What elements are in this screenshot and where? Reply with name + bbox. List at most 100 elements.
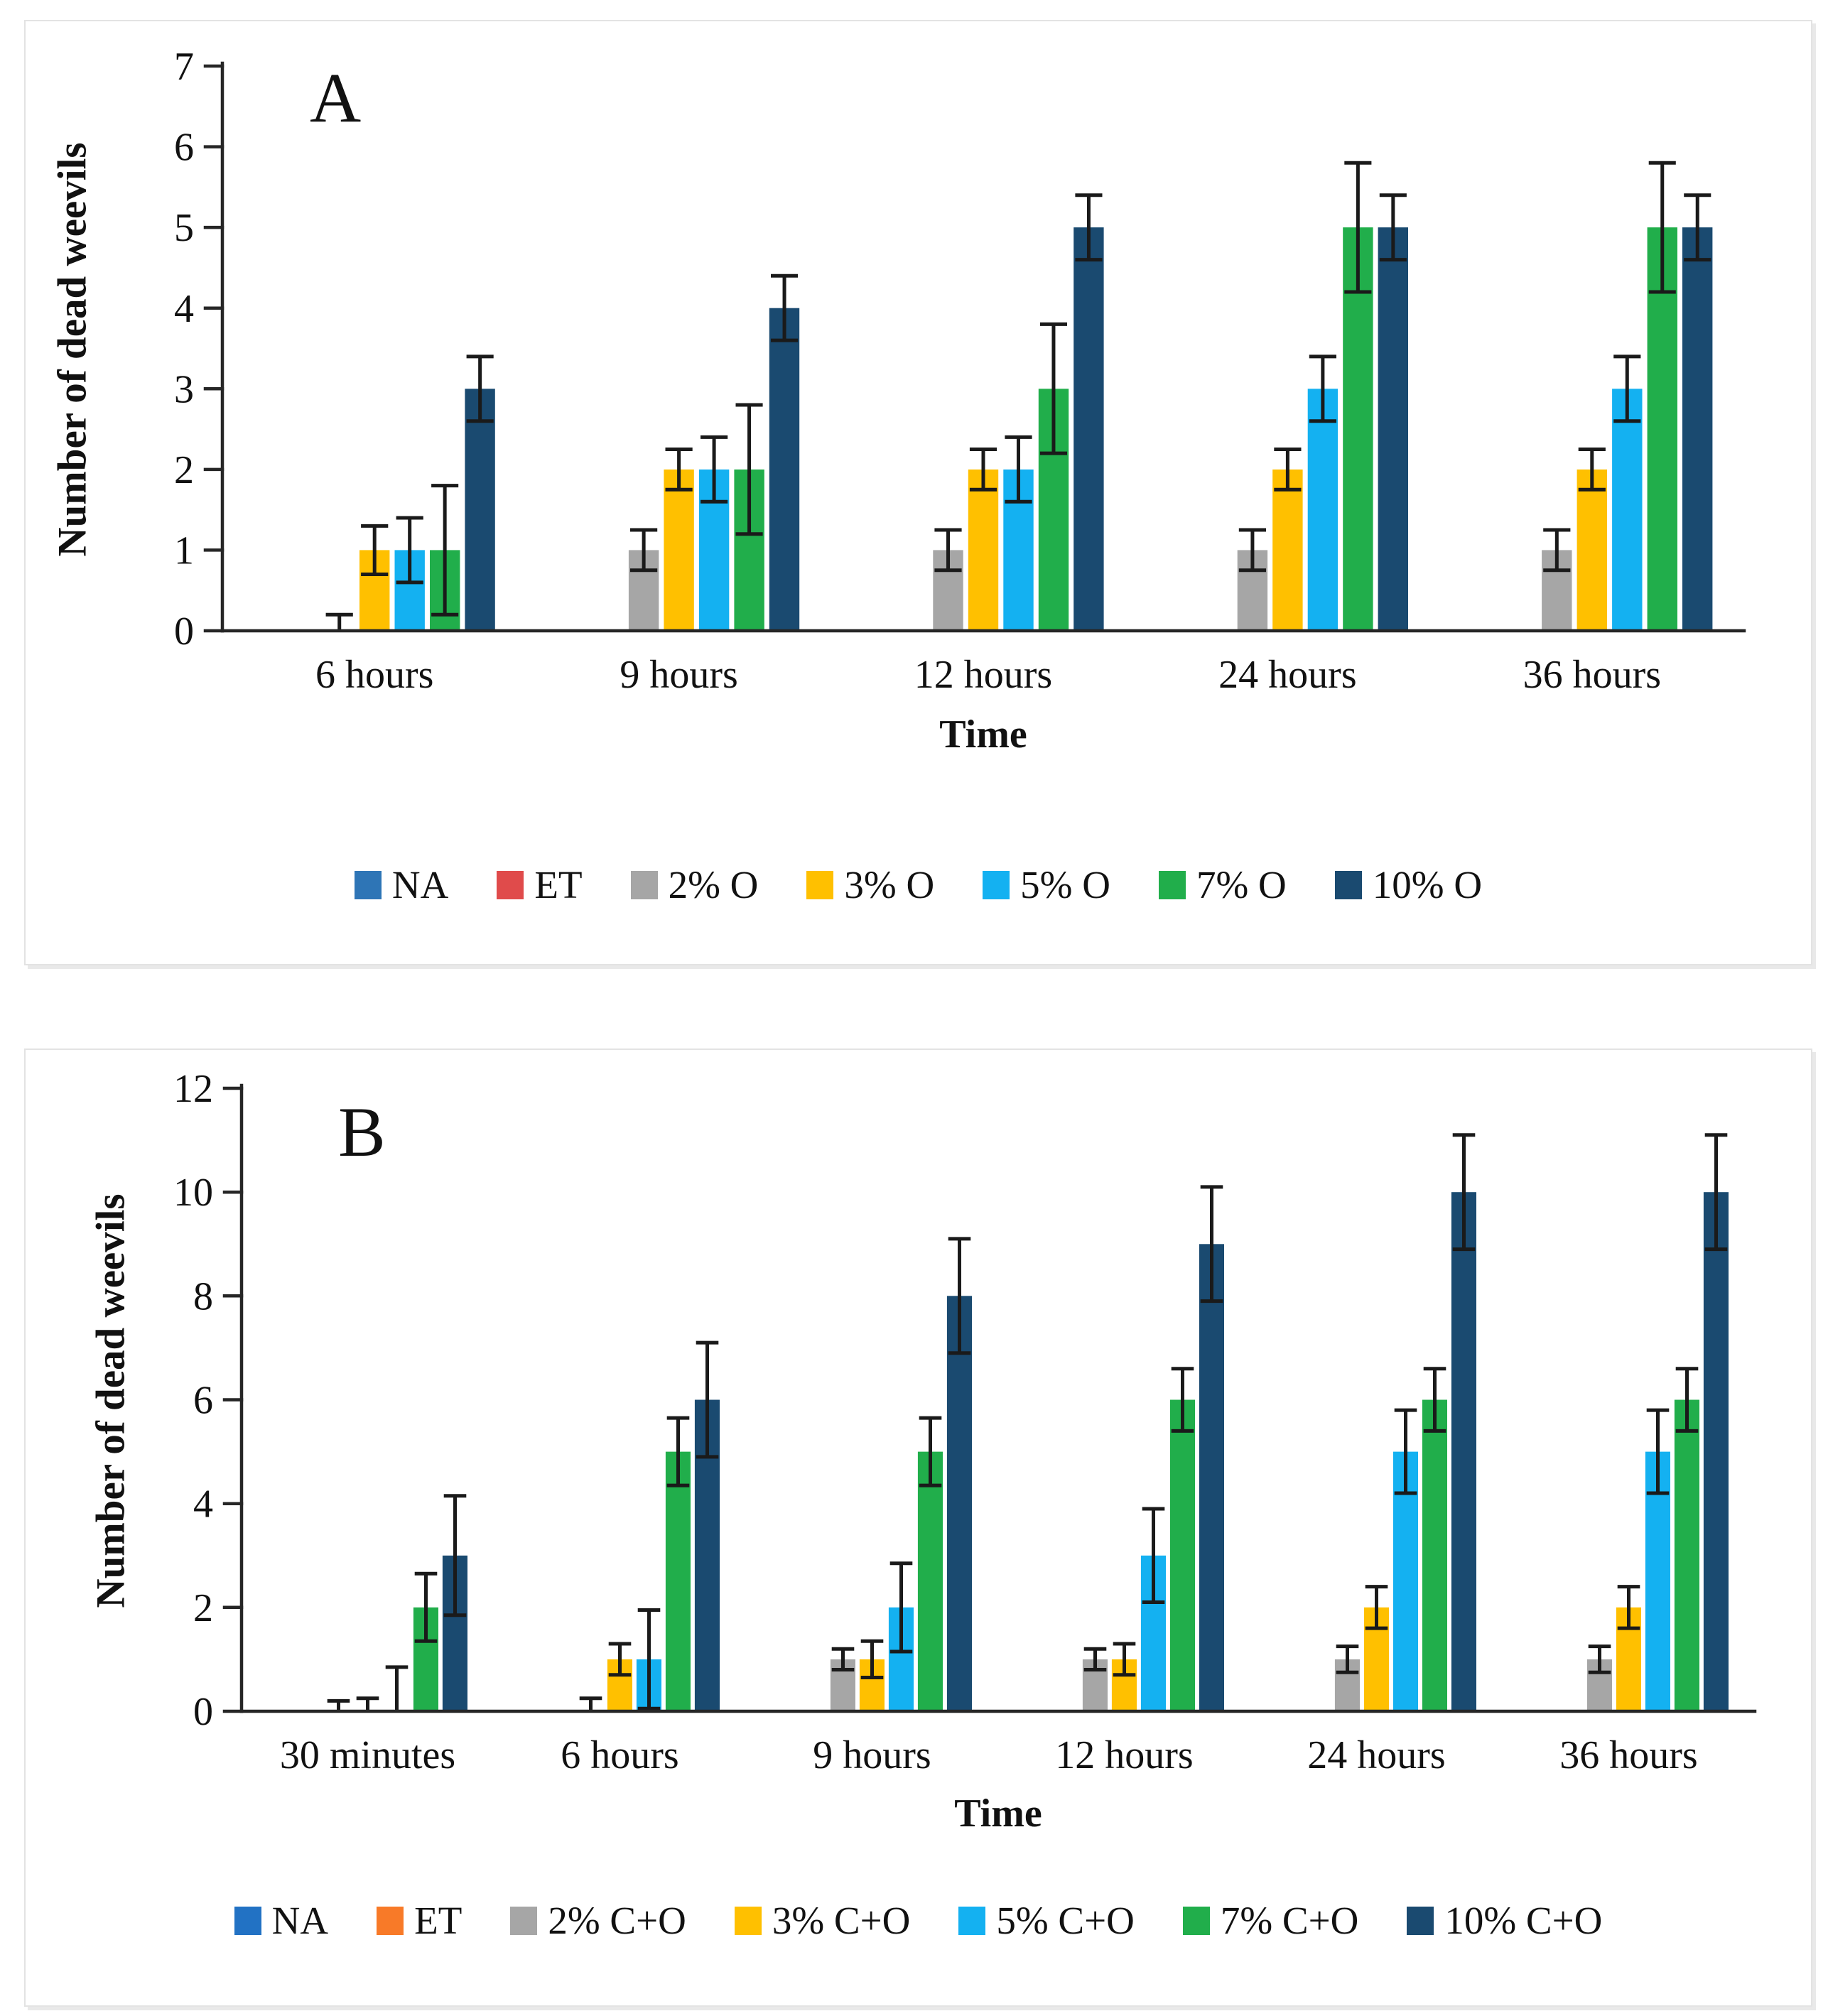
error-bar-3%C+O-24hours [1365,1585,1388,1630]
y-tick-label: 2 [193,1586,213,1630]
legend-label: 2% C+O [548,1899,686,1942]
error-bar-2%C+O-24hours [1336,1644,1359,1674]
y-axis-title-a: Number of dead weevils [50,142,95,557]
legend-swatch-icon [1158,870,1186,899]
legend-item-2%O: 2% O [630,865,758,904]
x-category-label: 6 hours [315,653,433,697]
bar-10%O-9hours [769,308,800,631]
legend-swatch-icon [983,870,1010,899]
legend-item-NA: NA [354,863,449,906]
legend-label: NA [391,863,449,906]
bar-3%O-12hours [968,469,999,631]
error-bar-5%C+O-9hours [889,1561,913,1654]
legend-swatch-icon [1182,1906,1210,1935]
error-bar-5%C+O-36hours [1646,1408,1670,1495]
bar-10%O-6hours [465,389,495,631]
error-bar-2%C+O-30minutes [327,1698,350,1711]
error-bar-7%O-12hours [1039,322,1067,455]
bar-10%C+O-9hours [946,1296,972,1711]
y-tick-label: 0 [174,609,194,654]
legend-item-2%C+O: 2% C+O [510,1901,686,1940]
legend-item-5%O: 5% O [983,865,1110,904]
bar-7%C+O-6hours [665,1451,691,1711]
error-bar-2%C+O-36hours [1588,1644,1611,1674]
x-category-label: 36 hours [1559,1733,1697,1777]
error-bar-7%O-36hours [1648,161,1676,294]
x-category-label: 9 hours [813,1733,931,1777]
error-bar-10%C+O-30minutes [443,1494,467,1617]
legend-label: 10% O [1372,863,1483,906]
bar-10%O-36hours [1682,227,1713,632]
y-tick-label: 10 [173,1171,213,1215]
error-bar-5%O-36hours [1613,354,1641,423]
error-bar-2%O-9hours [630,528,658,573]
error-bar-5%O-9hours [701,435,728,504]
x-category-label: 12 hours [914,653,1052,697]
legend-item-3%O: 3% O [806,865,934,904]
legend-label: 10% C+O [1444,1899,1603,1942]
legend-item-10%C+O: 10% C+O [1407,1901,1602,1940]
legend-swatch-icon [1407,1906,1434,1935]
legend-swatch-icon [234,1906,261,1935]
y-tick-label: 4 [174,287,194,331]
legend-label: 7% O [1196,863,1287,906]
legend-label: 5% C+O [996,1899,1135,1942]
error-bar-2%C+O-12hours [1083,1647,1107,1671]
y-tick-label: 6 [193,1379,213,1423]
error-bar-5%O-24hours [1309,354,1336,423]
y-tick-label: 0 [193,1690,213,1734]
bar-5%O-24hours [1307,389,1338,631]
legend-label: 5% O [1020,863,1110,906]
y-axis-title-b: Number of dead weevils [88,1193,134,1608]
x-category-label: 6 hours [561,1733,678,1777]
legend-label: ET [534,863,583,906]
panel-b-card: 0 2 4 6 8 10 12 30 minutes 6 hours 9 hours 12 hour… [24,1048,1812,2007]
error-bar-3%C+O-9hours [860,1639,884,1679]
panel-a-card: 0 1 2 3 4 5 6 7 6 hours 9 hours 12 hours 24 hours 36… [24,20,1812,965]
legend-item-ET: ET [497,863,583,906]
error-bar-3%C+O-6hours [608,1642,632,1677]
legend-swatch-icon [1334,870,1362,899]
bar-3%O-36hours [1576,469,1607,631]
bar-7%C+O-36hours [1674,1399,1699,1711]
error-bar-3%C+O-12hours [1113,1642,1136,1677]
error-bar-7%O-6hours [431,484,459,617]
error-bar-10%O-9hours [771,273,799,342]
error-bar-2%O-6hours [325,612,353,631]
y-tick-label: 3 [174,367,194,411]
x-category-label: 12 hours [1055,1733,1193,1777]
error-bar-7%C+O-36hours [1675,1367,1699,1433]
legend-b: NA ET 2% C+O 3% C+O 5% C+O 7% C+O 10% C+O [26,1901,1811,1940]
bar-3%O-24hours [1272,469,1303,631]
legend-item-ET: ET [377,1901,462,1940]
legend-label: 3% C+O [772,1899,911,1942]
error-bar-2%O-24hours [1238,528,1266,573]
error-bar-3%O-36hours [1578,448,1606,492]
panel-a-label: A [310,58,362,137]
legend-label: 3% O [844,863,935,906]
error-bar-5%O-12hours [1005,435,1032,504]
y-tick-label: 6 [174,126,194,170]
legend-swatch-icon [377,1906,404,1935]
legend-item-NA: NA [234,1901,328,1940]
error-bar-7%O-9hours [735,403,763,536]
y-tick-label: 12 [173,1067,213,1111]
legend-label: ET [414,1899,463,1942]
legend-label: 7% C+O [1220,1899,1359,1942]
legend-label: NA [271,1899,329,1942]
error-bar-10%C+O-6hours [696,1340,719,1459]
error-bar-5%C+O-30minutes [385,1665,409,1711]
legend-item-7%O: 7% O [1158,863,1287,906]
error-bar-10%C+O-24hours [1452,1133,1476,1252]
error-bar-5%C+O-12hours [1142,1507,1165,1604]
x-category-label: 36 hours [1523,653,1661,697]
error-bar-5%C+O-24hours [1394,1408,1417,1495]
y-tick-label: 2 [174,448,194,492]
bar-3%O-9hours [664,469,694,631]
error-bar-10%C+O-12hours [1200,1185,1223,1304]
axes [203,61,1746,633]
x-category-label: 24 hours [1307,1733,1445,1777]
bar-7%C+O-9hours [917,1451,943,1711]
error-bar-7%O-24hours [1344,161,1372,294]
error-bar-10%C+O-9hours [948,1237,971,1355]
